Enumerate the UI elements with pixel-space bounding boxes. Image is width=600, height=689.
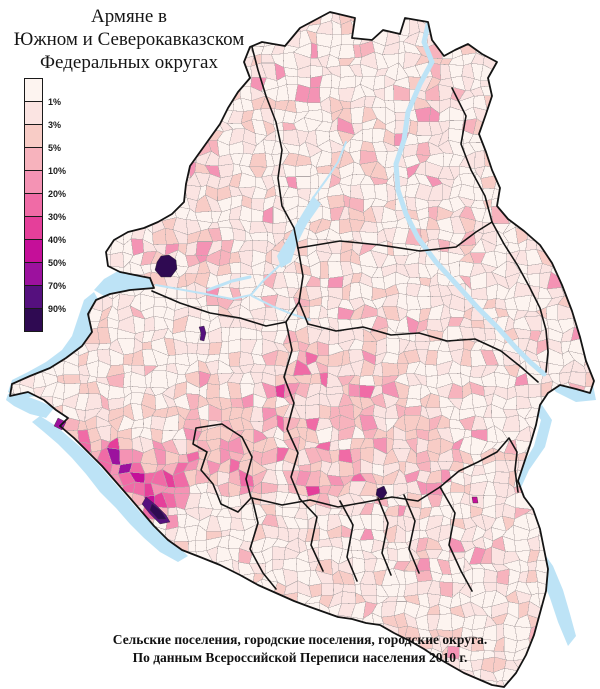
legend-swatch: 40%: [25, 217, 66, 245]
title-line-2: Южном и Северокавказском: [13, 29, 245, 51]
legend-label: 10%: [48, 166, 67, 176]
legend-label: 3%: [48, 120, 62, 130]
map-title: Армяне в Южном и Северокавказском Федера…: [0, 5, 258, 75]
legend-swatch: 10%: [25, 148, 66, 176]
legend-swatch: 70%: [25, 263, 66, 291]
inner-water: [155, 13, 547, 377]
legend-swatch: 90%: [25, 286, 66, 314]
legend-label: 5%: [48, 143, 62, 153]
legend-label: 50%: [48, 258, 67, 268]
caption-line-2: По данным Всероссийской Переписи населен…: [132, 649, 468, 665]
legend-swatch: 50%: [25, 240, 66, 268]
legend: 1% 3% 5% 10% 20% 30% 40% 50% 70% 90%: [24, 78, 66, 332]
title-line-3: Федеральных округах: [40, 52, 218, 74]
legend-swatch: 5%: [25, 125, 61, 153]
legend-label: 70%: [48, 281, 67, 291]
legend-label: 90%: [48, 304, 67, 314]
legend-swatch: 30%: [25, 194, 66, 222]
region-borders: [151, 46, 549, 592]
legend-swatch: 3%: [25, 102, 61, 130]
hotspot-districts: [53, 254, 479, 525]
map-caption: Сельские поселения, городские поселения,…: [0, 631, 600, 667]
title-line-1: Армяне в: [90, 6, 168, 27]
legend-swatch: 20%: [25, 171, 66, 199]
legend-label: 30%: [48, 212, 67, 222]
legend-label: 20%: [48, 189, 67, 199]
legend-label: 1%: [48, 97, 62, 107]
caption-line-1: Сельские поселения, городские поселения,…: [112, 632, 488, 647]
legend-label: 40%: [48, 235, 67, 245]
legend-swatch: 1%: [25, 79, 61, 107]
legend-swatch: [25, 309, 42, 331]
